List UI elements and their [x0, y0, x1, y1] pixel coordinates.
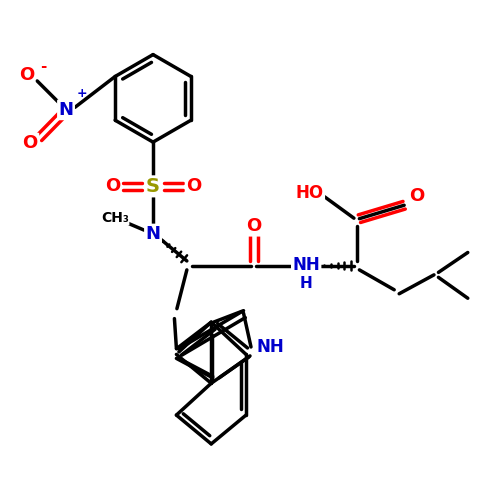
Text: +: + [77, 88, 88, 101]
Text: NH: NH [292, 256, 320, 274]
Text: N: N [146, 225, 160, 243]
Text: O: O [22, 134, 38, 152]
Text: N: N [58, 101, 74, 119]
Text: O: O [246, 217, 262, 235]
Text: NH: NH [256, 338, 284, 356]
Text: O: O [104, 178, 120, 196]
Text: CH₃: CH₃ [101, 210, 128, 224]
Text: HO: HO [296, 184, 324, 202]
Text: H: H [300, 276, 312, 291]
Text: S: S [146, 177, 160, 196]
Text: -: - [40, 59, 46, 74]
Text: O: O [186, 178, 202, 196]
Text: NH: NH [256, 343, 284, 361]
Text: O: O [410, 188, 424, 206]
Text: O: O [18, 66, 34, 84]
